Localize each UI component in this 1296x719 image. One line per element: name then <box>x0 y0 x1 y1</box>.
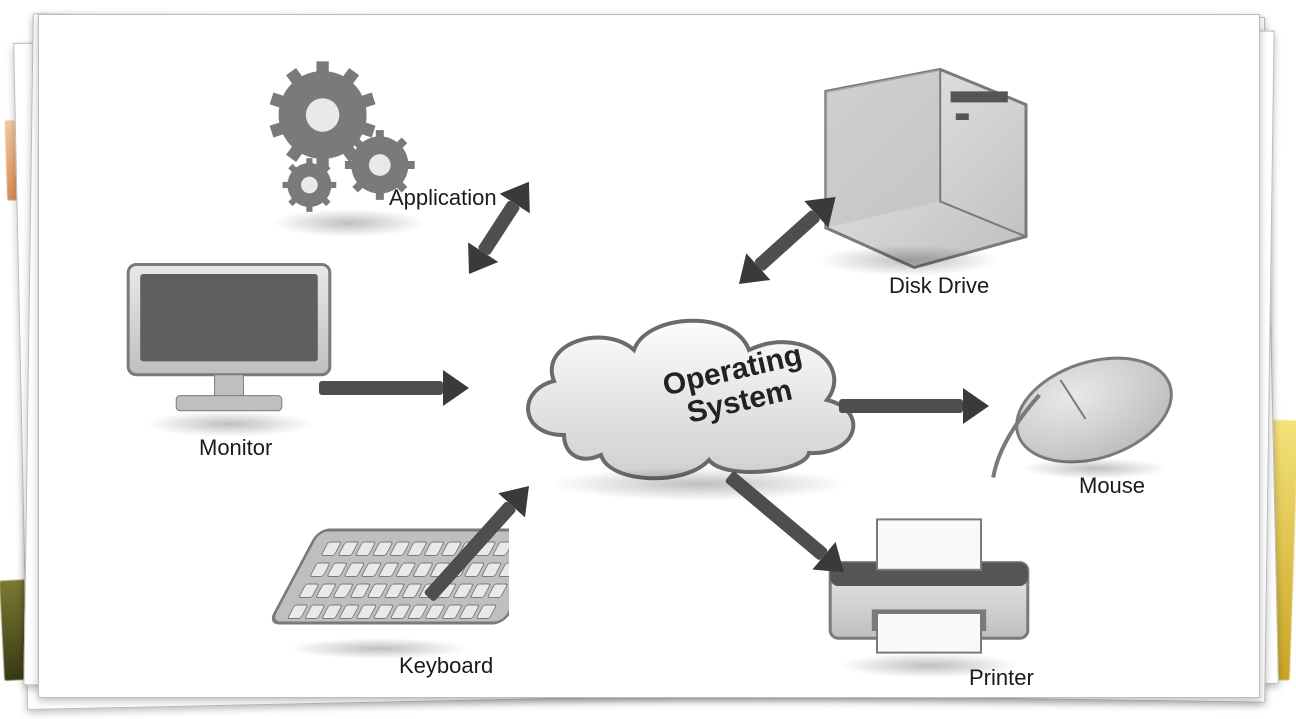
diagram-stage: OperatingSystem Application Disk Drive <box>0 0 1296 719</box>
disk-drive-shadow <box>818 245 1000 276</box>
application-label: Application <box>389 185 497 211</box>
keyboard-label: Keyboard <box>399 653 493 679</box>
center-cloud: OperatingSystem <box>509 295 869 485</box>
monitor-label: Monitor <box>199 435 272 461</box>
center-shadow <box>549 467 849 501</box>
application-shadow <box>272 209 426 237</box>
disk-drive-label: Disk Drive <box>889 273 989 299</box>
diagram-canvas: OperatingSystem Application Disk Drive <box>39 15 1259 697</box>
arrow-monitor <box>319 377 469 399</box>
mouse-label: Mouse <box>1079 473 1145 499</box>
arrow-mouse <box>839 395 989 417</box>
page-frame-main: OperatingSystem Application Disk Drive <box>38 14 1260 698</box>
printer-label: Printer <box>969 665 1034 691</box>
